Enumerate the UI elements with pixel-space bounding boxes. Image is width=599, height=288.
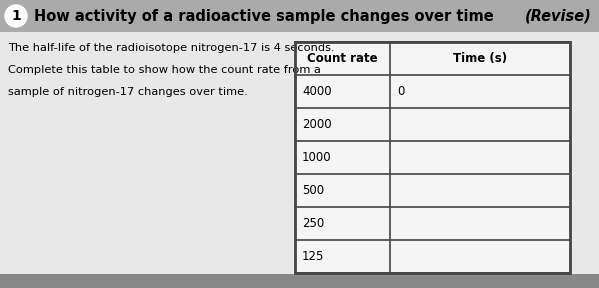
Text: 250: 250	[302, 217, 324, 230]
Text: sample of nitrogen-17 changes over time.: sample of nitrogen-17 changes over time.	[8, 87, 248, 97]
Bar	[295, 42, 570, 273]
Text: 500: 500	[302, 184, 324, 197]
Circle shape	[5, 5, 27, 27]
Bar	[0, 32, 599, 274]
Text: 1: 1	[11, 9, 21, 23]
Text: How activity of a radioactive sample changes over time: How activity of a radioactive sample cha…	[34, 9, 494, 24]
Bar	[0, 274, 599, 288]
Text: 0: 0	[397, 85, 404, 98]
Text: The half-life of the radioisotope nitrogen-17 is 4 seconds.: The half-life of the radioisotope nitrog…	[8, 43, 335, 53]
Text: (Revise): (Revise)	[525, 9, 592, 24]
Bar	[0, 0, 599, 32]
Text: 2000: 2000	[302, 118, 332, 131]
Text: 125: 125	[302, 250, 325, 263]
Text: Count rate: Count rate	[307, 52, 378, 65]
Text: Complete this table to show how the count rate from a: Complete this table to show how the coun…	[8, 65, 321, 75]
Text: 4000: 4000	[302, 85, 332, 98]
Text: Time (s): Time (s)	[453, 52, 507, 65]
Bar	[295, 42, 570, 273]
Text: 1000: 1000	[302, 151, 332, 164]
